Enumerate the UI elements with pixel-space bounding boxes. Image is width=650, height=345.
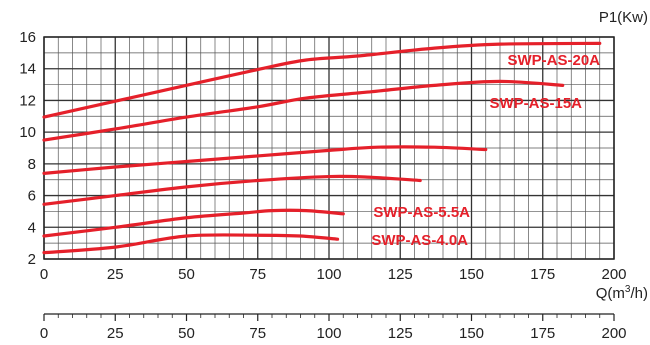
secondary-x-axis: 0 25 50 75 100 125 150 175 200 <box>40 313 627 342</box>
secondary-x-tick-label: 150 <box>459 325 484 342</box>
series-line <box>42 41 602 119</box>
x-tick-label: 75 <box>249 266 266 283</box>
x-tick-label: 100 <box>316 266 341 283</box>
y-tick-label: 10 <box>19 124 36 141</box>
secondary-x-tick-label: 0 <box>40 325 48 342</box>
series-label: SWP-AS-4.0A <box>371 232 468 249</box>
x-tick-label: 200 <box>601 266 626 283</box>
x-axis-title: Q(m3/h) <box>596 284 648 302</box>
y-tick-labels: 2 4 6 8 10 12 14 16 <box>19 29 36 268</box>
series-line <box>42 145 488 175</box>
major-grid <box>43 36 615 260</box>
x-tick-label: 150 <box>459 266 484 283</box>
y-tick-label: 4 <box>28 219 36 236</box>
secondary-x-tick-label: 125 <box>388 325 413 342</box>
y-tick-label: 14 <box>19 61 36 78</box>
series-line <box>42 79 565 142</box>
x-tick-label: 50 <box>178 266 195 283</box>
y-tick-label: 16 <box>19 29 36 46</box>
x-tick-labels: 0 25 50 75 100 125 150 175 200 <box>40 266 627 283</box>
series-line <box>42 174 422 206</box>
x-tick-label: 0 <box>40 266 48 283</box>
x-axis-title-tail: /h) <box>630 285 648 302</box>
secondary-x-tick-label: 25 <box>107 325 124 342</box>
secondary-x-tick-label: 50 <box>178 325 195 342</box>
secondary-x-tick-label: 200 <box>601 325 626 342</box>
y-tick-label: 8 <box>28 156 36 173</box>
y-axis-title: P1(Kw) <box>599 9 648 26</box>
x-tick-label: 25 <box>107 266 124 283</box>
secondary-x-tick-label: 100 <box>316 325 341 342</box>
series-label: SWP-AS-15A <box>489 95 582 112</box>
y-tick-label: 6 <box>28 188 36 205</box>
x-axis-title-main: Q(m <box>596 285 625 302</box>
series-label: SWP-AS-20A <box>507 52 600 69</box>
x-axis-title-sup: 3 <box>625 284 631 295</box>
plot-frame <box>43 36 615 260</box>
series-lines <box>42 41 602 255</box>
series-labels: SWP-AS-20A SWP-AS-15A SWP-AS-5.5A SWP-AS-4.… <box>371 52 600 249</box>
secondary-x-tick-label: 75 <box>249 325 266 342</box>
series-label: SWP-AS-5.5A <box>373 204 470 221</box>
secondary-x-tick-label: 175 <box>530 325 555 342</box>
x-tick-label: 125 <box>388 266 413 283</box>
y-tick-label: 2 <box>28 251 36 268</box>
x-tick-label: 175 <box>530 266 555 283</box>
series-line <box>42 233 340 255</box>
y-tick-label: 12 <box>19 92 36 109</box>
series-line <box>42 208 345 238</box>
